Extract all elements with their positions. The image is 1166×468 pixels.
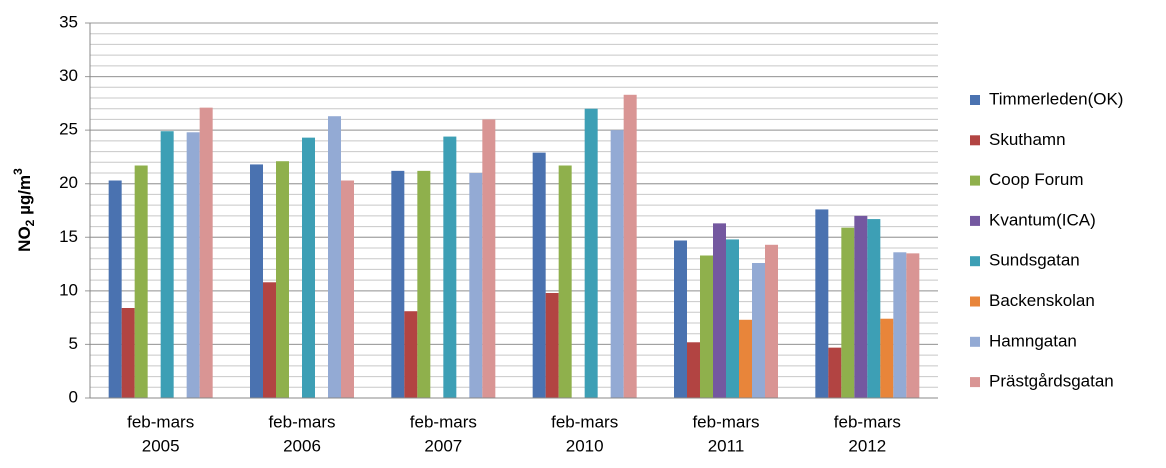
x-tick-label: 2006 (283, 436, 321, 455)
bar (250, 164, 263, 398)
bar (341, 180, 354, 398)
legend-label: Skuthamn (989, 130, 1066, 149)
legend-swatch (970, 175, 980, 186)
y-label-sub: 2 (23, 219, 37, 226)
bar (469, 173, 483, 398)
legend-label: Timmerleden(OK) (989, 89, 1123, 108)
x-tick-label: 2011 (708, 436, 745, 455)
y-label-part: NO (15, 226, 34, 252)
y-tick-label: 15 (59, 227, 78, 246)
x-tick-label: 2012 (848, 436, 886, 455)
bar (160, 131, 174, 398)
bar (610, 130, 624, 398)
bar (867, 219, 881, 398)
bar (841, 227, 855, 398)
bar (482, 119, 496, 398)
x-tick-label: feb-mars (268, 412, 335, 431)
bar (404, 311, 418, 398)
legend-label: Sundsgatan (989, 251, 1080, 270)
legend-swatch (970, 95, 980, 105)
legend-swatch (970, 377, 980, 388)
x-tick-label: 2005 (142, 436, 180, 455)
x-tick-label: feb-mars (551, 412, 618, 431)
y-label-part: µg/m (15, 175, 34, 220)
bar (880, 318, 894, 398)
bar (687, 342, 700, 398)
bar (417, 170, 431, 398)
legend-swatch (970, 135, 980, 146)
x-tick-label: 2010 (566, 436, 604, 455)
legend-swatch (970, 336, 980, 347)
bar (828, 347, 842, 398)
legend-swatch (970, 256, 980, 267)
bar (893, 252, 907, 398)
bar (713, 223, 726, 398)
legend-label: Coop Forum (989, 170, 1083, 189)
y-tick-label: 5 (69, 334, 78, 353)
bar (108, 180, 122, 398)
x-tick-label: feb-mars (127, 412, 194, 431)
y-tick-label: 20 (59, 173, 78, 192)
bar (532, 152, 546, 398)
bar (558, 165, 572, 398)
y-axis-label: NO2 µg/m3 (11, 168, 37, 252)
y-tick-label: 30 (59, 66, 78, 85)
bar (545, 293, 559, 398)
legend-swatch (970, 215, 980, 226)
bar (752, 263, 765, 398)
bar (815, 209, 829, 398)
legend-label: Backenskolan (989, 291, 1095, 310)
bar (854, 215, 868, 398)
y-tick-label: 25 (59, 120, 78, 139)
bar (443, 136, 457, 399)
bar (674, 240, 687, 398)
bar (906, 253, 920, 398)
y-tick-label: 0 (69, 387, 78, 406)
bar (328, 116, 341, 398)
bar (263, 282, 276, 398)
bar (276, 161, 289, 398)
bar (700, 255, 713, 398)
y-tick-label: 35 (59, 12, 78, 31)
bar (121, 308, 135, 398)
legend-label: Prästgårdsgatan (989, 372, 1114, 391)
bar (302, 137, 315, 398)
y-tick-label: 10 (59, 280, 78, 299)
legend-label: Kvantum(ICA) (989, 210, 1096, 229)
bar (584, 108, 598, 398)
bar (765, 244, 778, 398)
x-tick-label: feb-mars (410, 412, 477, 431)
bar (623, 94, 637, 399)
legend-swatch (970, 296, 980, 307)
bar (199, 107, 213, 399)
x-tick-label: 2007 (424, 436, 462, 455)
x-tick-label: feb-mars (692, 412, 759, 431)
y-label-sup: 3 (11, 168, 25, 175)
bar (726, 239, 739, 398)
bar (186, 132, 200, 399)
x-tick-label: feb-mars (834, 412, 901, 431)
bar (391, 170, 405, 398)
bar (134, 165, 148, 398)
bar (739, 319, 752, 398)
legend-label: Hamngatan (989, 331, 1077, 350)
